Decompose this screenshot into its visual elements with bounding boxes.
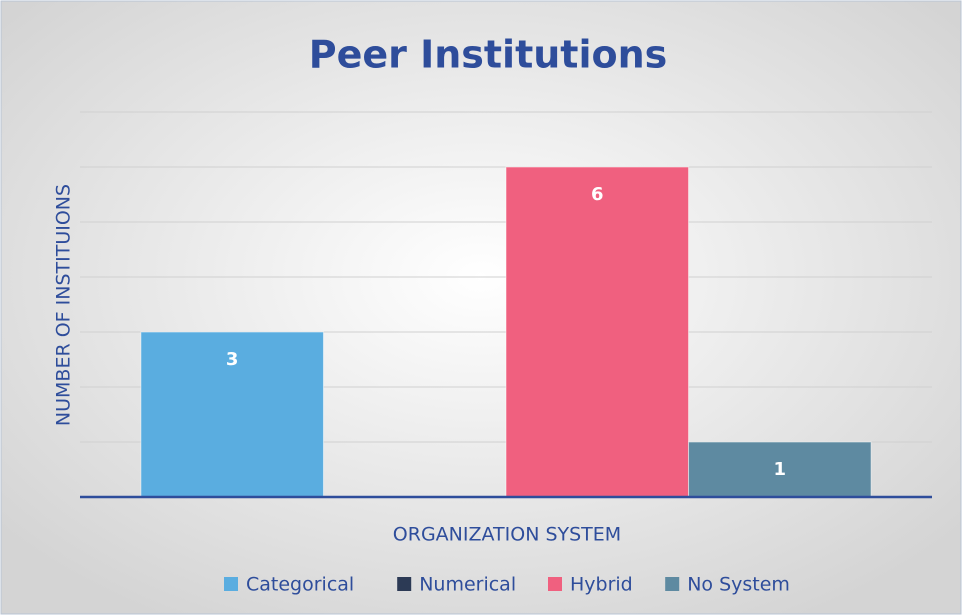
chart-title: Peer Institutions <box>309 33 668 77</box>
data-label: 6 <box>591 184 604 205</box>
y-axis-label: NUMBER OF INSTITUIONS <box>53 184 75 426</box>
data-label: 3 <box>226 349 239 370</box>
x-axis-label: ORGANIZATION SYSTEM <box>393 524 621 546</box>
bar <box>688 441 872 498</box>
legend-swatch <box>665 577 680 591</box>
legend-swatch <box>397 577 412 591</box>
legend-swatch <box>224 577 238 591</box>
bar <box>505 166 690 498</box>
legend-label: Hybrid <box>570 574 633 596</box>
legend-swatch <box>548 577 562 591</box>
legend-label: Numerical <box>419 574 516 596</box>
legend-label: Categorical <box>246 574 354 596</box>
legend-label: No System <box>687 574 790 596</box>
data-label: 1 <box>774 459 787 480</box>
